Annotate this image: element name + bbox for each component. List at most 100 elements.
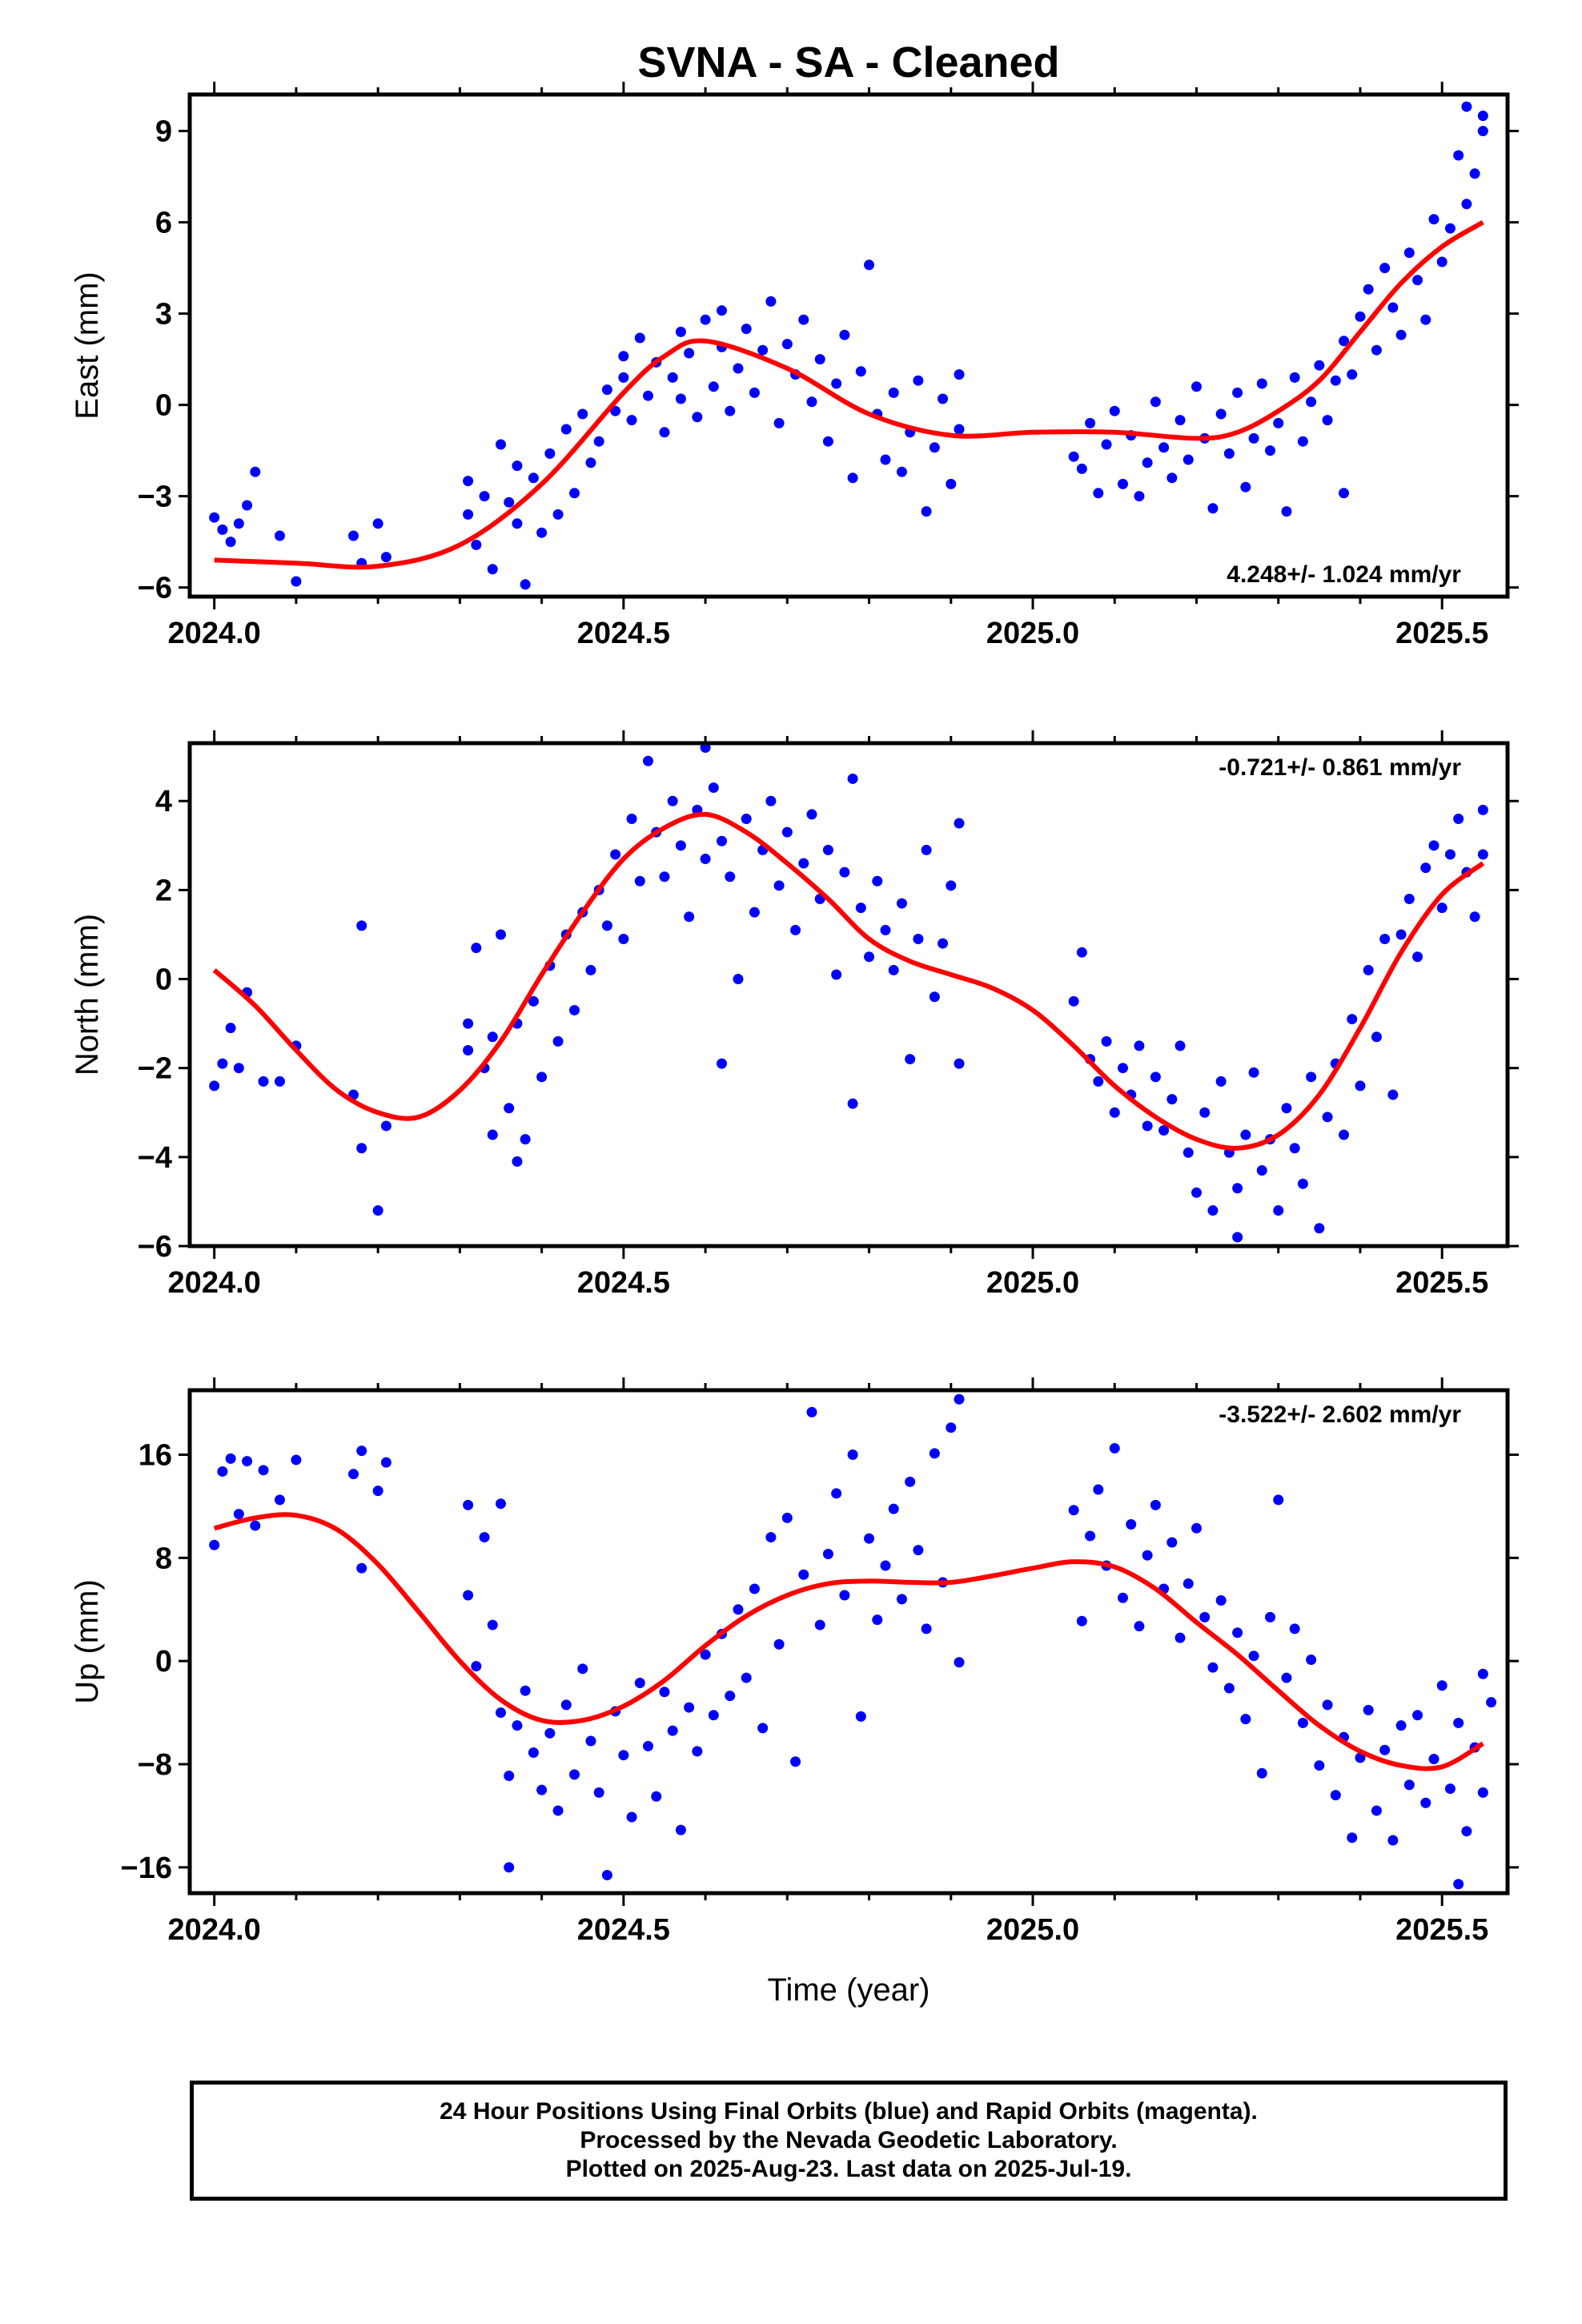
data-point [1232,1232,1243,1243]
data-point [717,305,728,316]
data-point [618,1750,629,1761]
y-tick-label: 0 [155,1645,172,1679]
panel-east: 2024.0 2024.5 2025.0 2025.5 −6 −3 0 3 6 9 East (mm… [70,82,1519,650]
data-point [938,938,949,949]
data-point [610,405,621,416]
data-point [274,1076,285,1087]
data-point [806,1406,817,1417]
data-point [634,875,645,887]
data-point [569,1769,580,1780]
data-point [1093,1484,1104,1495]
data-point [888,1503,899,1514]
data-point [954,1393,965,1405]
data-point [1182,454,1194,465]
data-point [1289,1143,1300,1154]
x-tick-label: 2025.5 [1395,1266,1488,1300]
data-point [847,1449,858,1461]
data-point [495,439,506,450]
data-point [1420,314,1431,325]
y-axis-label: East (mm) [70,271,105,419]
data-point [896,1594,907,1605]
y-tick-label: 16 [139,1439,172,1473]
data-point [1281,1103,1292,1114]
data-point [896,466,907,477]
data-point [593,436,604,447]
data-point [618,351,629,362]
data-point [1142,457,1153,468]
data-point [1085,1530,1096,1542]
data-point [864,1533,875,1544]
data-point [684,348,695,359]
data-point [471,539,482,550]
data-point [847,1098,858,1109]
data-point [1281,506,1292,517]
y-tick-label: 0 [155,963,172,997]
data-point [1273,417,1284,428]
data-point [626,415,637,426]
data-point [291,1454,302,1466]
data-point [855,366,866,377]
y-tick-label: 9 [155,115,172,149]
data-point [1240,1714,1251,1725]
data-point [864,259,875,271]
data-point [855,1711,866,1722]
data-point [225,1023,236,1034]
data-point [659,1687,670,1698]
data-point [946,880,957,891]
data-point [1339,336,1350,347]
data-point [528,1747,539,1758]
data-point [577,1663,588,1675]
data-point [1347,369,1358,380]
data-point [1453,1879,1464,1890]
data-point [569,488,580,499]
data-point [839,866,850,878]
y-tick-label: 6 [155,207,172,240]
rate-annotation: 4.248+/- 1.024 mm/yr [1227,561,1461,588]
data-point [560,424,572,435]
data-point [1322,1699,1333,1711]
data-point [1436,1680,1447,1691]
data-point [1085,417,1096,428]
data-point [577,408,588,420]
y-tick-label: −6 [138,572,172,605]
series-points [209,101,1488,590]
data-point [872,875,883,887]
data-point [733,1604,744,1615]
data-point [520,1134,531,1145]
data-point [741,813,752,824]
data-point [1444,849,1456,860]
data-point [626,1811,637,1823]
data-point [626,813,637,824]
data-point [1150,1072,1161,1083]
data-point [1191,1187,1203,1198]
y-tick-label: 3 [155,298,172,332]
panels: 2024.0 2024.5 2025.0 2025.5 −6 −3 0 3 6 9 East (mm… [70,82,1519,1947]
data-point [1461,199,1472,210]
data-point [1232,387,1243,398]
data-point [1379,263,1391,274]
data-point [1420,862,1431,874]
data-point [749,387,760,398]
data-point [872,1614,883,1626]
data-point [1068,1505,1079,1516]
data-point [585,964,596,975]
plot-title: SVNA - SA - Cleaned [637,38,1059,86]
data-point [692,1746,703,1757]
data-point [1273,1205,1284,1216]
data-point [954,424,965,435]
data-point [1363,283,1374,295]
data-point [708,1710,719,1721]
y-tick-label: 2 [155,874,172,907]
data-point [954,818,965,829]
data-point [1387,1089,1399,1100]
data-point [831,378,842,389]
data-point [1477,804,1488,815]
data-point [372,1205,383,1216]
data-point [1412,275,1423,286]
data-point [1486,1697,1497,1708]
data-point [209,1539,220,1550]
data-point [1109,1107,1120,1118]
data-point [1248,432,1259,444]
data-point [1306,1072,1317,1083]
data-point [217,524,228,535]
